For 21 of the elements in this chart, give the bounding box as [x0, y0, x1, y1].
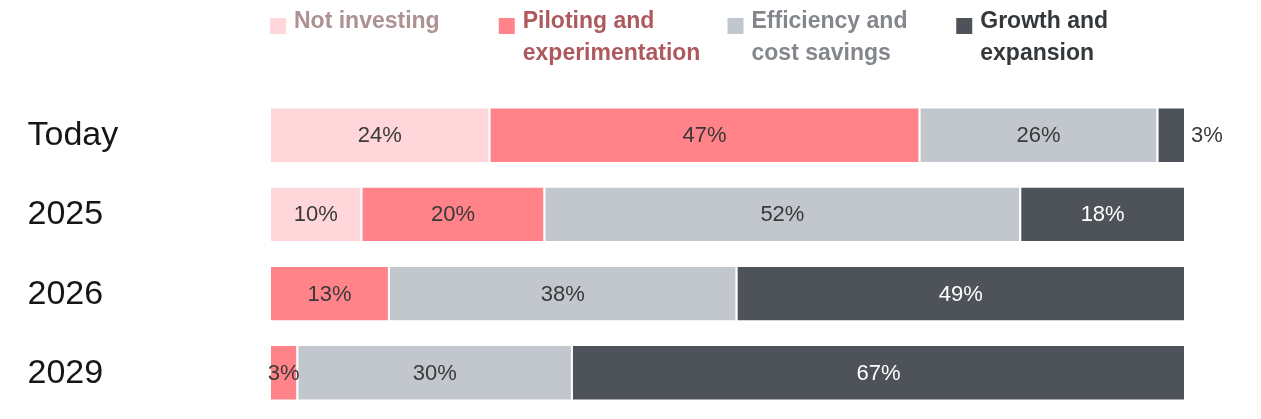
data-label: 49%	[938, 280, 983, 306]
data-label: 26%	[1016, 122, 1061, 148]
data-label: 13%	[307, 280, 352, 306]
legend-label: Piloting and experimentation	[522, 7, 701, 65]
data-label: 20%	[430, 201, 476, 227]
y-tick-label: 2025	[27, 193, 104, 232]
data-label: 24%	[357, 122, 402, 148]
legend-label: Not investing	[294, 7, 440, 33]
data-label: 18%	[1080, 201, 1125, 227]
data-label: 67%	[856, 359, 901, 385]
y-tick-label: Today	[27, 114, 119, 153]
data-label: 30%	[412, 359, 457, 385]
legend-label: Efficiency and cost savings	[751, 7, 908, 65]
legend-label: Growth and expansion	[980, 7, 1109, 65]
data-label: 38%	[540, 280, 585, 306]
y-tick-label: 2029	[27, 351, 104, 390]
y-tick-label: 2026	[27, 272, 104, 311]
data-label: 3%	[1191, 122, 1223, 148]
data-label: 47%	[682, 122, 727, 148]
data-label: 52%	[760, 201, 805, 227]
data-label: 10%	[293, 201, 338, 227]
